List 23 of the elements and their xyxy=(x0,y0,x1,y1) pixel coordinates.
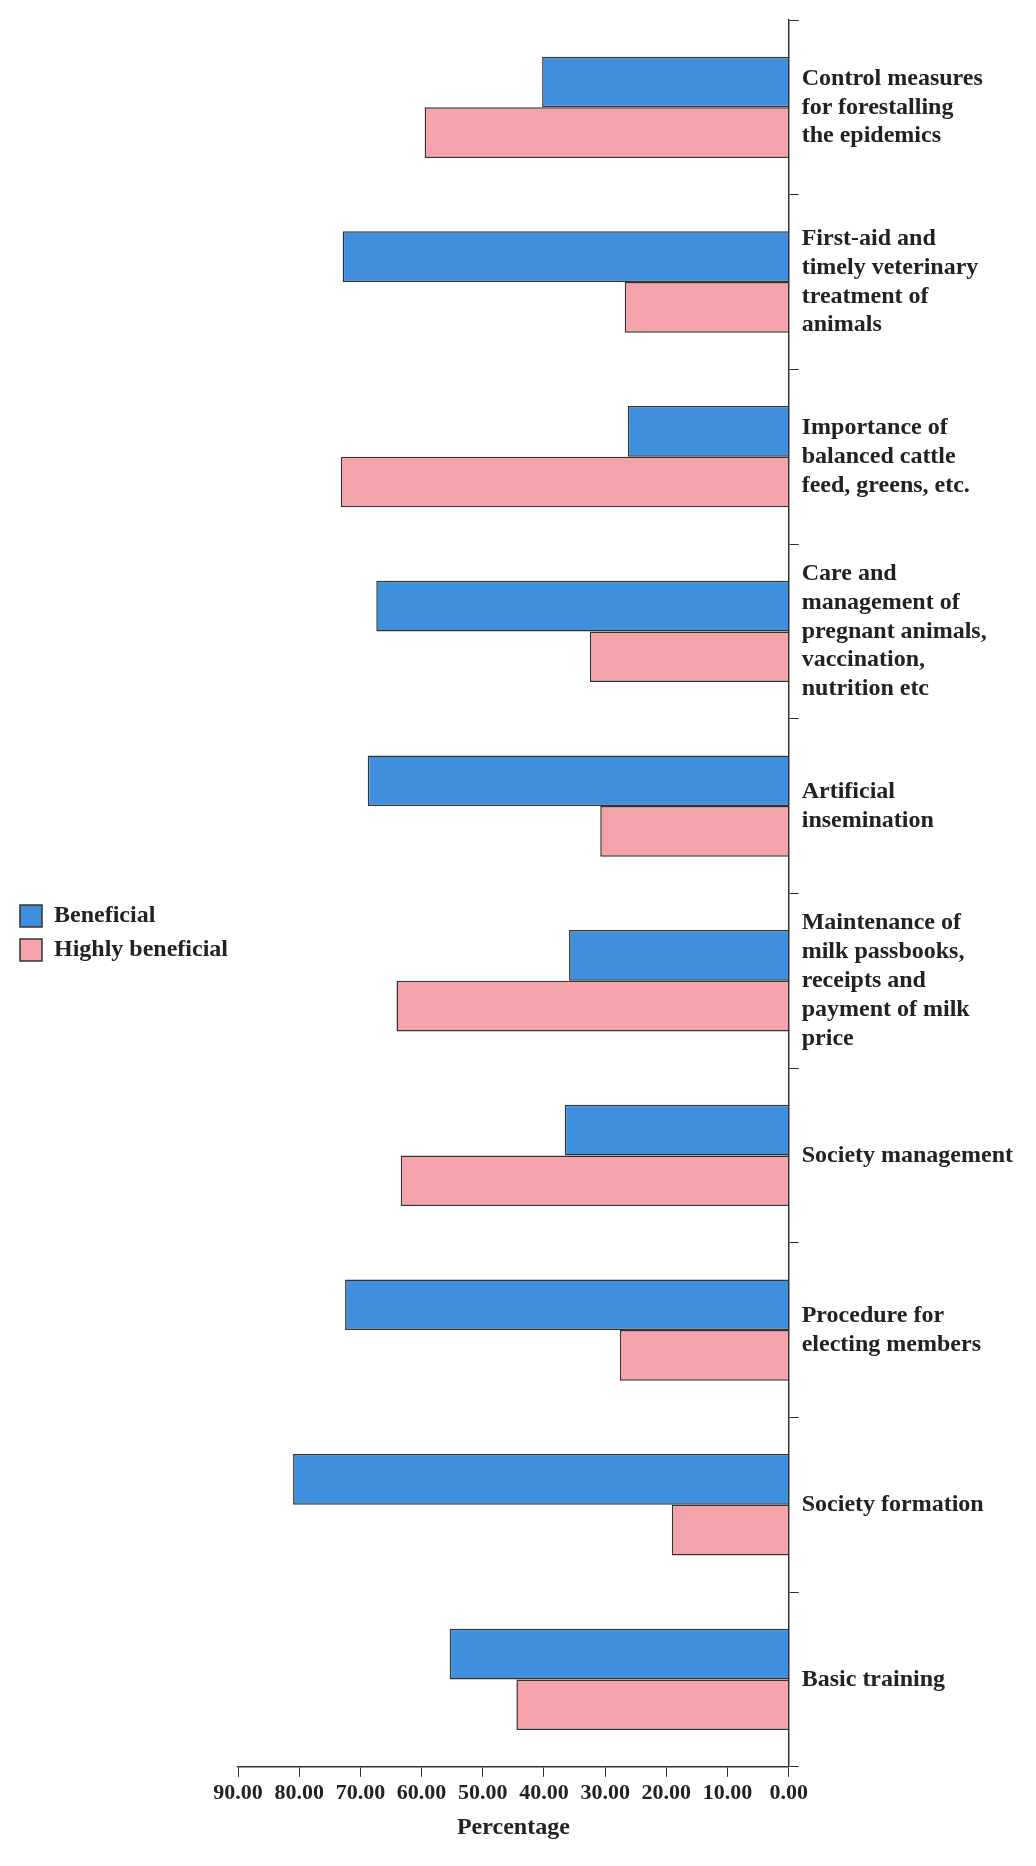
y-tick-label: Society formation xyxy=(801,1489,984,1516)
y-tick-label: Importance of balanced cattle feed, greens, etc. xyxy=(801,413,970,497)
y-tick-label: Basic training xyxy=(801,1664,946,1691)
x-tick-label: 70.00 xyxy=(335,1778,386,1804)
y-tick-label: Maintenance of milk passbooks, receipts and payment of milk price xyxy=(801,908,971,1050)
y-tick-label: Artificial insemination xyxy=(801,776,934,832)
x-tick-label: 90.00 xyxy=(213,1778,263,1804)
y-tick-label: Control measures for forestalling the epidemics xyxy=(801,63,983,148)
y-tick-label: First-aid and timely veterinary treatment of animals xyxy=(801,224,979,337)
x-tick-label: 50.00 xyxy=(458,1778,508,1804)
legend-label: Highly beneficial xyxy=(54,935,229,962)
x-tick-label: 40.00 xyxy=(519,1778,569,1804)
x-tick-label: 20.00 xyxy=(641,1778,692,1804)
x-tick-label: 60.00 xyxy=(396,1778,447,1804)
x-tick-label: 80.00 xyxy=(274,1778,324,1804)
legend-label: Beneficial xyxy=(54,901,156,928)
y-tick-label: Procedure for electing members xyxy=(801,1300,981,1356)
x-tick-label: 0.00 xyxy=(769,1778,808,1804)
x-axis-title: Percentage xyxy=(456,1812,571,1839)
y-tick-label: Society management xyxy=(801,1140,1014,1167)
x-tick-label: 10.00 xyxy=(702,1778,753,1804)
y-tick-label: Care and management of pregnant animals, vaccination, nutrition etc xyxy=(801,558,987,701)
x-tick-label: 30.00 xyxy=(580,1778,630,1804)
